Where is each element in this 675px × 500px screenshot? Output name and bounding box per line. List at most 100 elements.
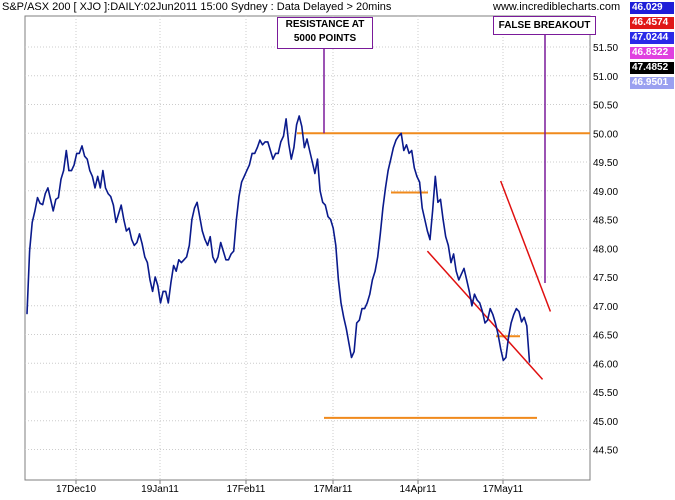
price-point (497, 333, 499, 336)
price-point (327, 216, 329, 218)
price-point (34, 210, 36, 212)
price-point (332, 227, 334, 229)
price-point (227, 259, 230, 261)
price-point (201, 230, 203, 232)
price-point (460, 273, 462, 275)
price-point (322, 201, 324, 203)
price-point (272, 158, 274, 160)
price-point (374, 270, 376, 272)
price-point (390, 158, 392, 160)
price-point (487, 319, 489, 321)
value-badge: 46.4574 (630, 17, 674, 29)
price-point (186, 256, 188, 258)
price-point (293, 147, 295, 149)
price-point (513, 313, 515, 315)
price-point (395, 139, 397, 141)
price-point (473, 293, 476, 295)
price-point (254, 152, 256, 154)
price-point (413, 167, 415, 169)
price-point (510, 322, 512, 324)
price-point (371, 279, 373, 281)
price-point (243, 175, 245, 177)
price-point (222, 250, 224, 252)
price-point (518, 310, 520, 313)
value-badge: 46.8322 (630, 47, 674, 59)
price-point (264, 141, 266, 143)
price-point (238, 195, 240, 198)
price-point (107, 193, 109, 195)
price-point (515, 308, 518, 310)
price-point (411, 149, 413, 152)
price-point (131, 239, 133, 241)
price-point (183, 259, 185, 261)
price-point (44, 193, 46, 195)
price-point (165, 290, 167, 292)
price-point (78, 152, 80, 154)
price-point (196, 201, 198, 203)
price-point (311, 161, 313, 163)
price-point (180, 262, 182, 264)
resistance-annotation-line2: 5000 POINTS (293, 33, 357, 44)
price-point (450, 262, 452, 264)
price-point (248, 164, 250, 166)
price-point (392, 147, 394, 149)
price-point (523, 316, 525, 318)
price-point (246, 170, 248, 172)
price-point (167, 302, 169, 304)
channel-lower-line (426, 250, 544, 380)
price-point (128, 227, 130, 229)
price-point (50, 198, 52, 200)
price-point (141, 243, 143, 245)
price-point (301, 125, 303, 127)
price-point (481, 310, 483, 313)
resistance-annotation-line1: RESISTANCE AT (285, 19, 365, 30)
price-point (479, 302, 481, 304)
price-point (468, 290, 470, 292)
price-point (86, 158, 88, 160)
x-tick-label: 14Apr11 (399, 484, 437, 495)
price-point (277, 152, 279, 154)
price-point (521, 321, 523, 323)
price-point (384, 187, 387, 189)
price-point (178, 259, 180, 261)
price-point (382, 207, 384, 209)
price-point (439, 198, 442, 200)
price-point (175, 270, 177, 272)
y-tick-label: 51.50 (593, 43, 618, 54)
y-tick-label: 50.00 (593, 129, 618, 140)
price-point (68, 170, 70, 172)
x-tick-label: 19Jan11 (141, 484, 179, 495)
price-point (330, 218, 332, 221)
price-point (282, 135, 285, 137)
price-point (269, 149, 271, 152)
price-point (350, 356, 353, 359)
price-point (403, 149, 405, 152)
price-point (57, 197, 60, 199)
price-point (337, 279, 339, 281)
price-point (191, 218, 193, 221)
price-point (47, 187, 49, 189)
price-point (484, 322, 486, 324)
price-point (29, 250, 31, 252)
x-tick-label: 17Mar11 (314, 484, 353, 495)
price-point (466, 279, 468, 281)
price-point (303, 147, 305, 149)
price-point (125, 230, 127, 232)
price-point (217, 256, 219, 258)
price-point (324, 204, 326, 206)
chart-title: S&P/ASX 200 [ XJO ]:DAILY:02Jun2011 15:0… (2, 1, 392, 13)
price-point (507, 336, 510, 338)
price-point (400, 132, 402, 134)
price-point (306, 138, 308, 140)
y-tick-label: 51.00 (593, 72, 618, 83)
price-point (463, 267, 465, 269)
site-url[interactable]: www.incrediblecharts.com (493, 1, 621, 13)
y-tick-label: 48.50 (593, 216, 618, 227)
channel-upper-line (499, 180, 552, 312)
price-point (377, 256, 379, 258)
price-point (398, 135, 400, 137)
price-point (340, 302, 342, 304)
price-point (188, 244, 190, 246)
price-point (104, 187, 107, 189)
